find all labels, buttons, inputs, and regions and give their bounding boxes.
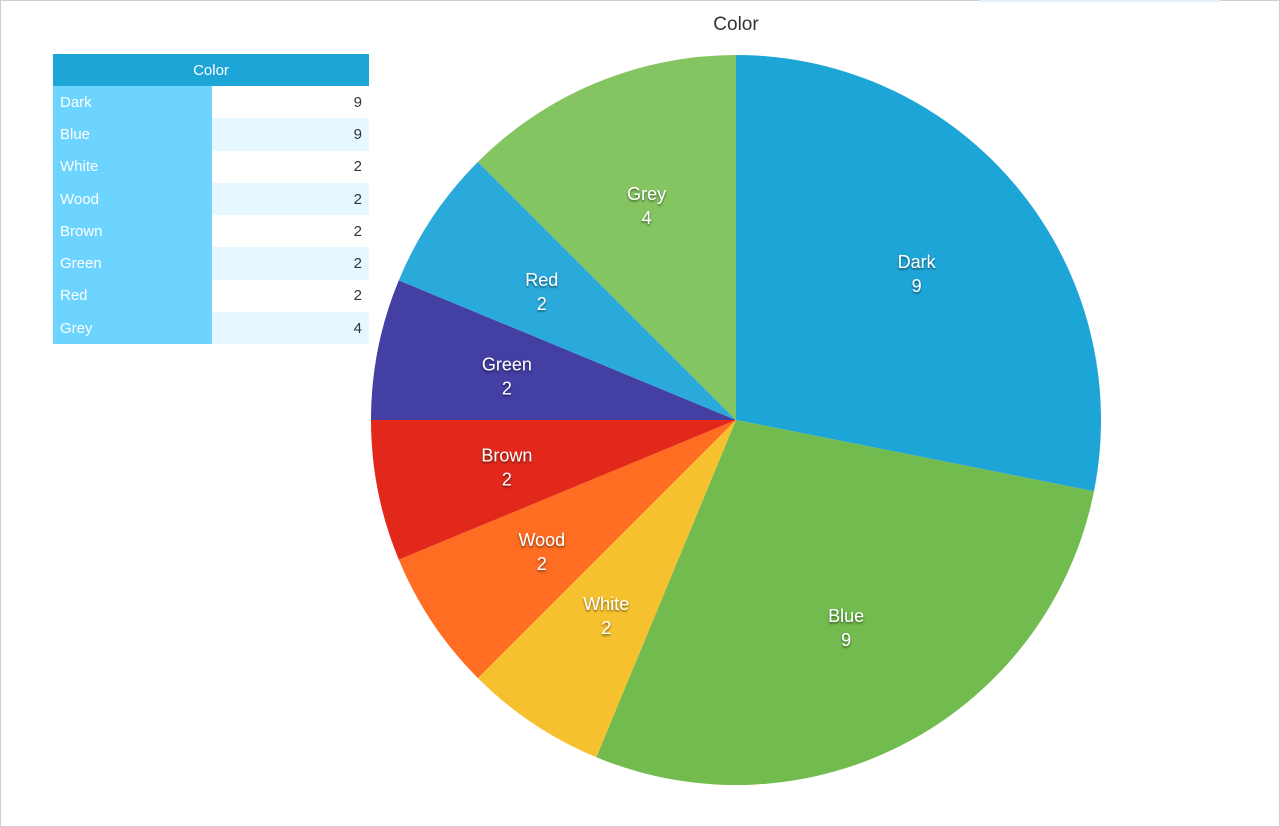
table-row: Green 2 xyxy=(53,247,369,280)
table-value-cell: 2 xyxy=(212,215,369,248)
pie-slice-white xyxy=(477,420,736,758)
table-row: Dark 9 xyxy=(53,86,369,119)
pie-slice-green xyxy=(371,280,736,420)
table-row: Wood 2 xyxy=(53,182,369,216)
table-value-cell: 2 xyxy=(212,247,369,280)
slice-label-name: Brown xyxy=(481,446,532,466)
slice-label-value: 9 xyxy=(841,630,851,650)
table-category-cell: Brown xyxy=(53,215,212,248)
table-category-cell: Wood xyxy=(53,182,212,216)
table-header: Color xyxy=(53,54,369,86)
data-table: Color Dark 9 Blue 9 White 2 Wood 2 Brown 2 Green 2 R… xyxy=(53,54,369,345)
pie-slice-blue xyxy=(596,420,1094,786)
table-category-cell: Green xyxy=(53,247,212,280)
table-category-cell: Red xyxy=(53,279,212,313)
slice-label-value: 9 xyxy=(912,276,922,296)
slice-label-name: White xyxy=(583,594,629,614)
slice-label-name: Green xyxy=(482,354,532,374)
slice-label-value: 2 xyxy=(537,294,547,314)
pie-slice-grey xyxy=(477,55,736,420)
slice-label-name: Dark xyxy=(898,252,937,272)
slice-label-name: Wood xyxy=(518,530,565,550)
pie-slice-dark xyxy=(736,55,1102,492)
table-value-cell: 4 xyxy=(212,312,369,345)
table-row: Red 2 xyxy=(53,279,369,313)
slice-label-name: Grey xyxy=(627,184,666,204)
table-value-cell: 2 xyxy=(212,150,369,183)
slice-label-name: Blue xyxy=(828,606,864,626)
table-value-cell: 9 xyxy=(212,86,369,119)
slice-label-value: 2 xyxy=(502,470,512,490)
top-accent-line xyxy=(980,0,1220,2)
slice-label-value: 2 xyxy=(502,378,512,398)
table-value-cell: 2 xyxy=(212,182,369,216)
table-category-cell: Blue xyxy=(53,118,212,151)
table-category-cell: Grey xyxy=(53,312,212,345)
slice-label-value: 2 xyxy=(601,618,611,638)
table-row: Brown 2 xyxy=(53,215,369,248)
pie-slice-wood xyxy=(398,420,736,679)
pie-slice-brown xyxy=(371,420,736,560)
table-value-cell: 2 xyxy=(212,279,369,313)
table-row: White 2 xyxy=(53,150,369,183)
slice-label-value: 4 xyxy=(642,208,652,228)
slice-label-name: Red xyxy=(525,270,558,290)
table-row: Grey 4 xyxy=(53,312,369,345)
table-category-cell: White xyxy=(53,150,212,183)
pie-slice-red xyxy=(398,161,736,420)
table-value-cell: 9 xyxy=(212,118,369,151)
slice-label-value: 2 xyxy=(537,554,547,574)
chart-title: Color xyxy=(713,14,759,35)
table-row: Blue 9 xyxy=(53,118,369,151)
table-category-cell: Dark xyxy=(53,86,212,119)
